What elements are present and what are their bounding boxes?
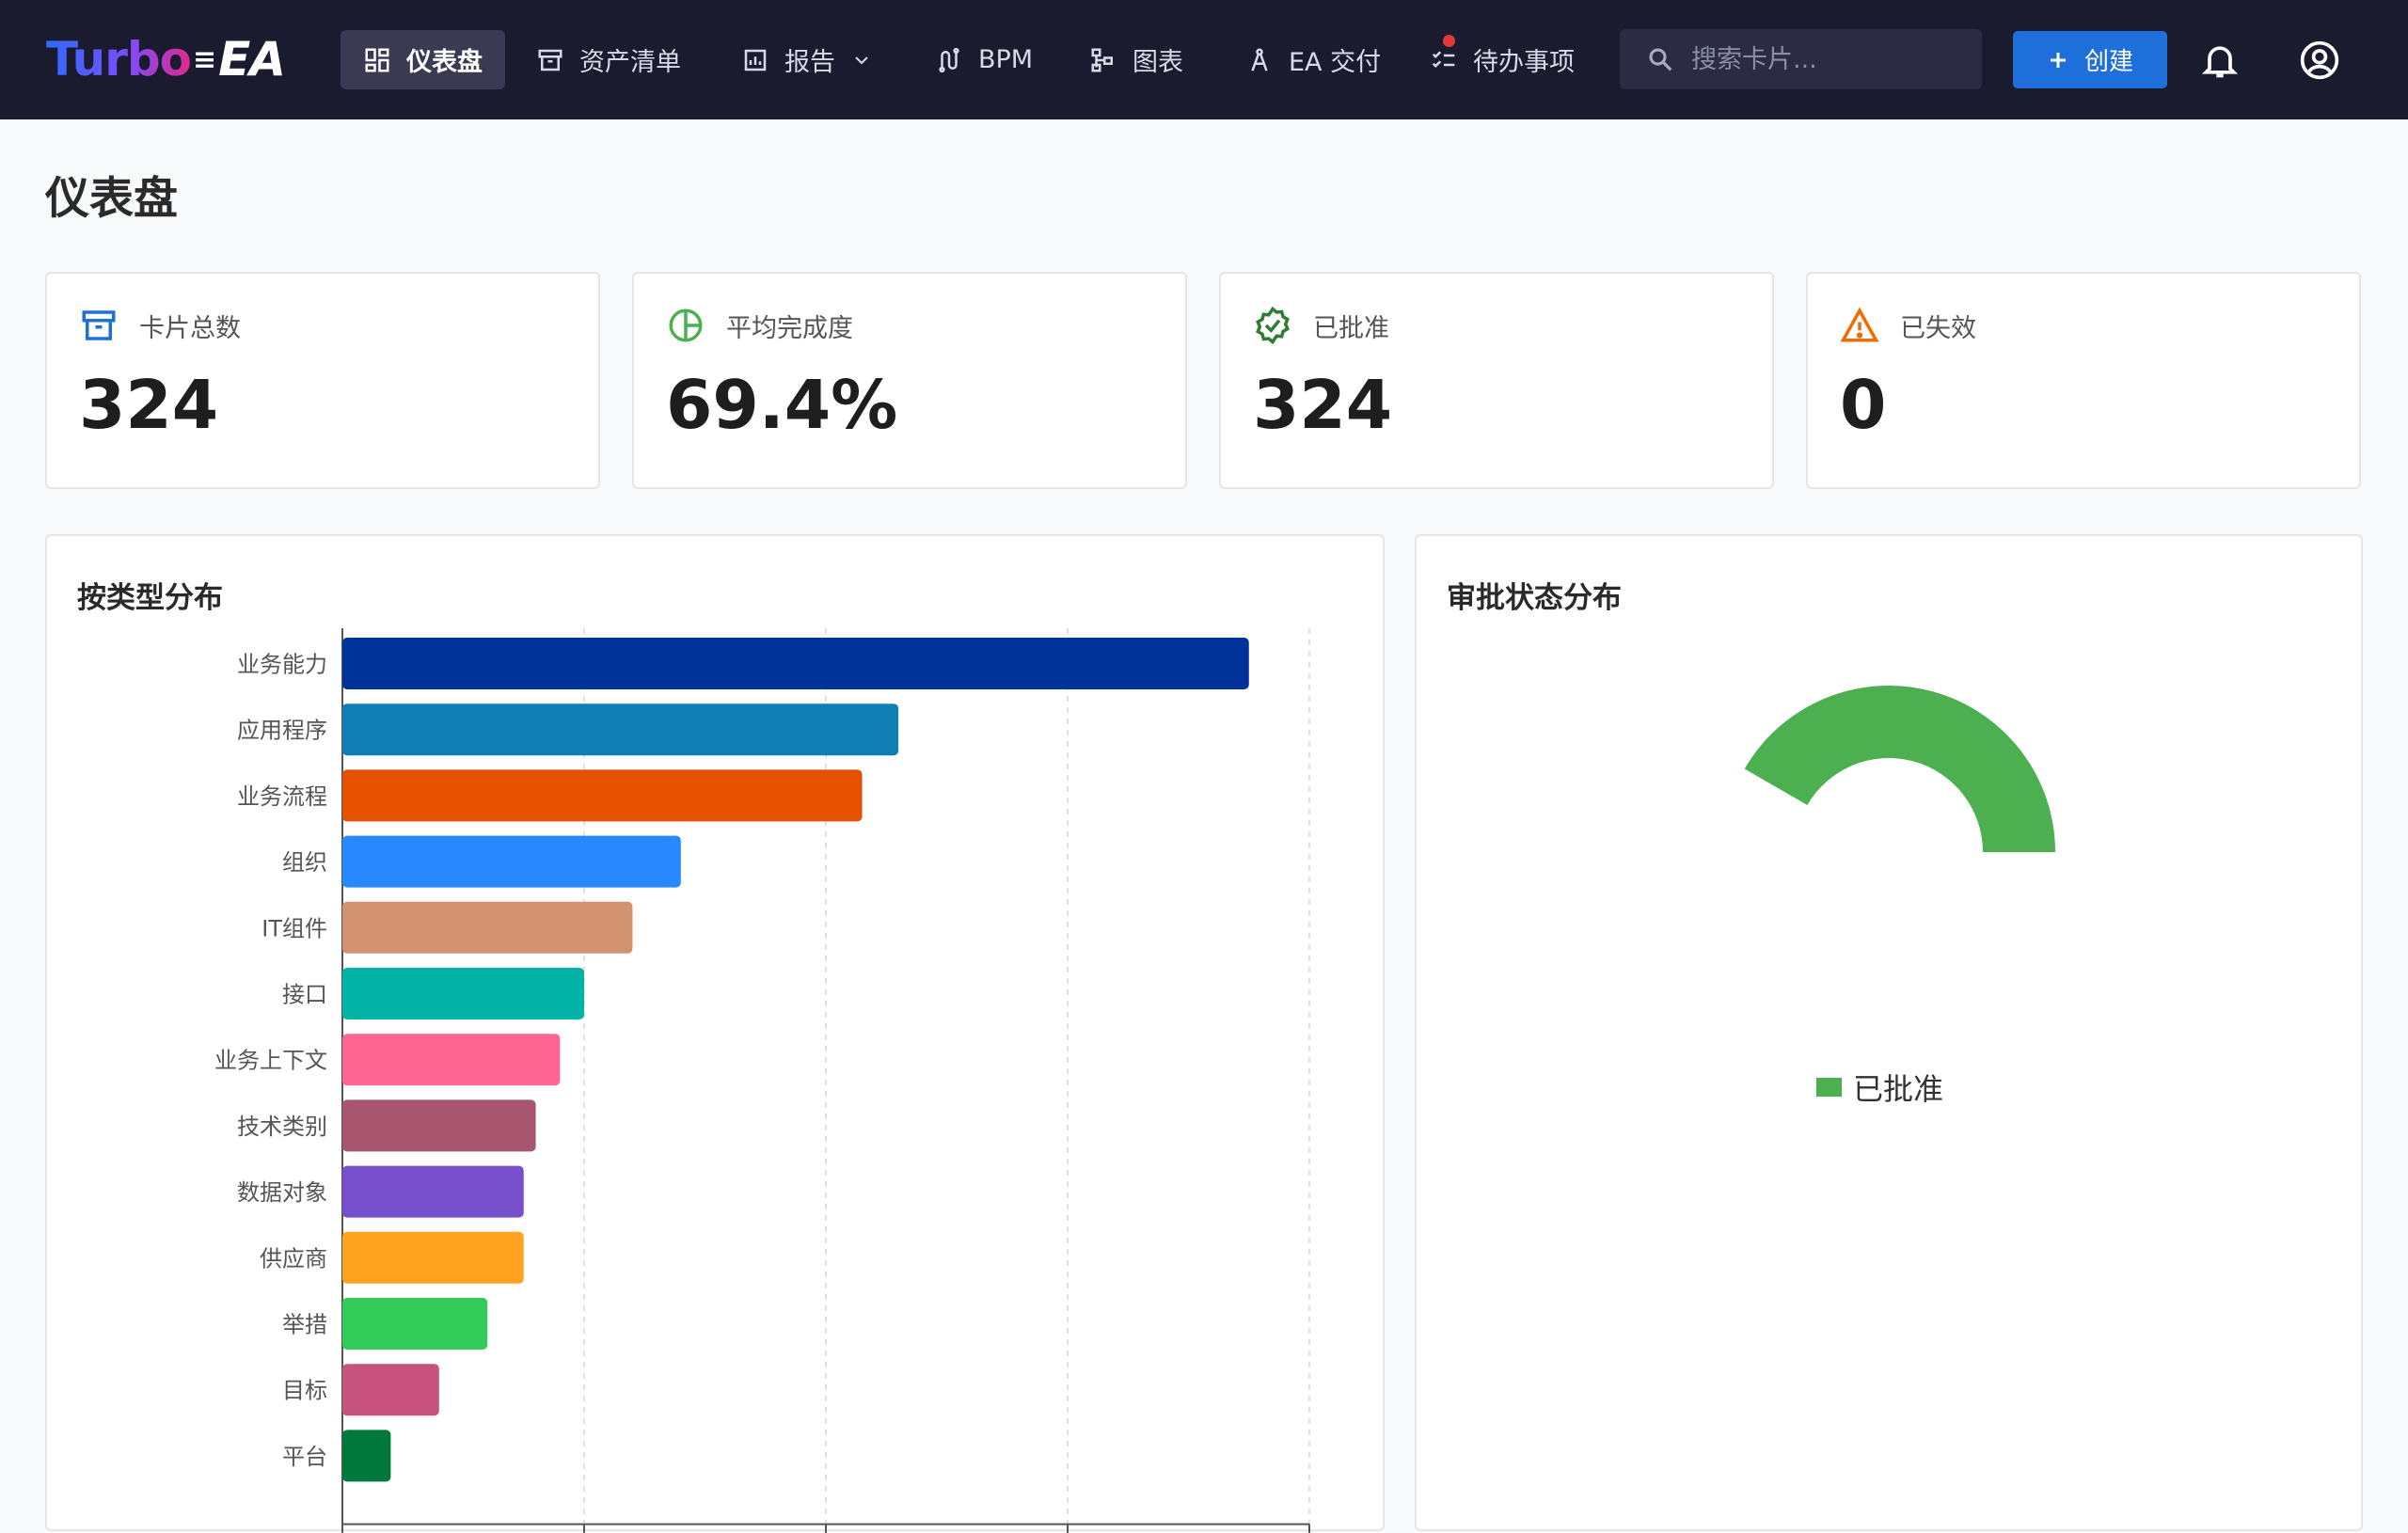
- chevron-down-icon: [855, 55, 868, 64]
- notifications-button[interactable]: [2192, 32, 2248, 88]
- bar[interactable]: [342, 1430, 391, 1482]
- stat-label: 已失效: [1900, 313, 1976, 343]
- legend-swatch: [1816, 1078, 1842, 1097]
- logo-speed-lines: ≡: [193, 42, 216, 76]
- search-icon: [1649, 48, 1672, 71]
- bar[interactable]: [342, 1364, 439, 1416]
- nav-item-ea-delivery[interactable]: EA 交付: [1223, 30, 1403, 89]
- nav-item-label: EA 交付: [1289, 48, 1382, 77]
- bar[interactable]: [342, 703, 899, 756]
- turbo-ea-logo[interactable]: Turbo ≡ EA: [46, 26, 286, 92]
- stat-card-total-cards: 卡片总数 324: [45, 272, 600, 489]
- stat-value: 324: [79, 366, 219, 444]
- category-label: 数据对象: [237, 1179, 327, 1206]
- archive-icon: [82, 310, 116, 340]
- category-label: 业务能力: [237, 652, 327, 678]
- search-input[interactable]: [1691, 44, 1964, 74]
- notification-dot: [1443, 35, 1455, 47]
- nav-item-todos[interactable]: 待办事项: [1407, 30, 1597, 89]
- dashboard-icon: [365, 48, 389, 71]
- bar[interactable]: [342, 901, 633, 954]
- category-label: IT组件: [261, 915, 327, 941]
- bar[interactable]: [342, 1034, 561, 1086]
- diagram-icon: [1091, 48, 1113, 71]
- nav-item-inventory[interactable]: 资产清单: [514, 30, 704, 89]
- logo-text-turbo: Turbo: [46, 32, 192, 87]
- nav-item-reports[interactable]: 报告: [719, 30, 895, 89]
- pie-icon: [669, 308, 703, 342]
- bpm-icon: [939, 47, 959, 72]
- bar[interactable]: [342, 638, 1249, 689]
- nav-item-label: 待办事项: [1473, 48, 1575, 77]
- stat-card-avg-completion: 平均完成度 69.4%: [632, 272, 1187, 489]
- category-label: 应用程序: [237, 718, 327, 744]
- nav-item-label: 报告: [784, 48, 835, 77]
- page-title: 仪表盘: [45, 173, 178, 225]
- bar[interactable]: [342, 769, 863, 822]
- verified-icon: [1256, 306, 1290, 345]
- nav-item-label: 资产清单: [579, 48, 681, 77]
- stat-card-expired: 已失效 0: [1806, 272, 2361, 489]
- stat-label: 卡片总数: [139, 313, 241, 343]
- create-button[interactable]: 创建: [2013, 31, 2167, 88]
- nav-item-bpm[interactable]: BPM: [912, 30, 1055, 89]
- bar[interactable]: [342, 835, 681, 888]
- nav-item-diagrams[interactable]: 图表: [1067, 30, 1206, 89]
- panel-title: 审批状态分布: [1447, 581, 1622, 615]
- logo-text-ea: EA: [218, 32, 286, 87]
- panel-approval-status: 审批状态分布: [1415, 534, 2363, 1531]
- stat-value: 324: [1253, 366, 1393, 444]
- panel-title: 按类型分布: [77, 581, 223, 615]
- warning-icon: [1840, 307, 1879, 342]
- nav-item-label: 图表: [1133, 48, 1183, 77]
- category-label: 业务流程: [237, 783, 327, 810]
- create-button-label: 创建: [2083, 48, 2133, 76]
- compass-icon: [1251, 48, 1268, 71]
- report-icon: [744, 49, 767, 71]
- bar[interactable]: [342, 1099, 536, 1152]
- bell-icon: [2201, 46, 2239, 78]
- nav-item-label: BPM: [978, 45, 1034, 74]
- category-label: 技术类别: [237, 1114, 327, 1140]
- stat-card-approved: 已批准 324: [1219, 272, 1774, 489]
- user-menu-button[interactable]: [2291, 32, 2348, 88]
- category-label: 目标: [282, 1378, 327, 1404]
- top-navigation-bar: Turbo ≡ EA 仪表盘 资产清单 报告 BPM 图表: [0, 0, 2408, 119]
- bar[interactable]: [342, 1231, 524, 1284]
- nav-item-label: 仪表盘: [406, 48, 483, 77]
- legend-label: 已批准: [1853, 1071, 1944, 1107]
- panel-by-type: 按类型分布 业务能力应用程序业务流程组织 IT组件接口业务上下文技术类别数据对象供…: [45, 534, 1385, 1533]
- stat-value: 0: [1840, 366, 1887, 444]
- category-label: 组织: [282, 849, 327, 876]
- search-box[interactable]: [1620, 29, 1982, 89]
- archive-icon: [538, 49, 562, 71]
- stat-value: 69.4%: [666, 366, 898, 444]
- nav-item-dashboard[interactable]: 仪表盘: [341, 30, 505, 89]
- bar[interactable]: [342, 968, 584, 1019]
- bar[interactable]: [342, 1298, 488, 1350]
- category-label: 举措: [282, 1312, 327, 1338]
- stat-label: 平均完成度: [726, 313, 853, 343]
- chart-legend: 已批准: [1816, 1066, 1943, 1109]
- account-circle-icon: [2300, 40, 2339, 80]
- bar[interactable]: [342, 1165, 524, 1218]
- category-label: 业务上下文: [214, 1048, 327, 1074]
- todo-icon: [1432, 50, 1455, 68]
- stat-label: 已批准: [1313, 313, 1389, 343]
- plus-icon: [2050, 52, 2066, 68]
- category-label: 接口: [282, 982, 327, 1008]
- category-label: 平台: [282, 1444, 327, 1470]
- category-label: 供应商: [260, 1245, 327, 1272]
